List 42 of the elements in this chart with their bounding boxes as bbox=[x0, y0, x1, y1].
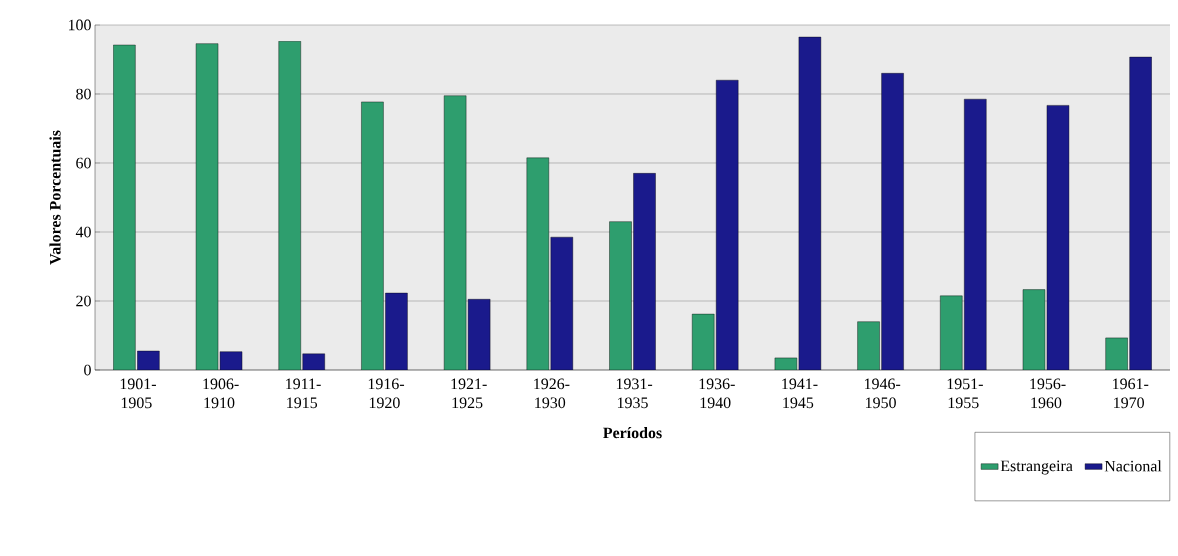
legend-label: Nacional bbox=[1104, 460, 1162, 472]
y-tick-label: 80 bbox=[76, 88, 91, 100]
y-axis-title: Valores Porcentuais bbox=[49, 130, 61, 265]
x-tick-label: 1936-1940 bbox=[699, 378, 735, 409]
x-tick-label: 1956-1960 bbox=[1030, 378, 1066, 409]
x-axis-title: Períodos bbox=[603, 427, 662, 439]
y-tick-label: 20 bbox=[76, 295, 91, 307]
x-tick-label: 1941-1945 bbox=[782, 378, 818, 409]
bar bbox=[385, 293, 408, 370]
bar bbox=[444, 95, 467, 370]
y-tick-label: 60 bbox=[76, 157, 91, 169]
bar bbox=[278, 41, 301, 370]
bar bbox=[940, 295, 963, 370]
bar bbox=[964, 99, 987, 370]
bar bbox=[1046, 105, 1069, 370]
bar bbox=[716, 80, 739, 370]
y-tick-label: 0 bbox=[84, 364, 91, 376]
bar bbox=[550, 237, 573, 370]
legend-label: Estrangeira bbox=[1000, 460, 1073, 475]
bar bbox=[798, 37, 821, 370]
bar bbox=[1129, 56, 1152, 370]
y-tick-label: 40 bbox=[75, 226, 91, 238]
bar bbox=[692, 314, 715, 370]
bar bbox=[857, 321, 880, 370]
bar bbox=[633, 173, 656, 370]
x-tick-label: 1906-1910 bbox=[203, 378, 239, 409]
bar bbox=[361, 101, 384, 370]
bar bbox=[881, 73, 904, 370]
bar bbox=[526, 157, 549, 370]
bar bbox=[196, 43, 219, 370]
x-tick-label: 1921-1925 bbox=[451, 378, 487, 409]
y-tick-label: 100 bbox=[68, 19, 91, 31]
x-tick-label: 1946-1950 bbox=[864, 378, 901, 409]
x-tick-label: 1911-1915 bbox=[286, 378, 321, 409]
x-tick-label: 1916-1920 bbox=[368, 378, 405, 409]
bar bbox=[113, 45, 136, 370]
x-tick-label: 1901-1905 bbox=[120, 378, 156, 409]
x-tick-label: 1951-1955 bbox=[947, 378, 983, 409]
bar bbox=[609, 221, 632, 370]
x-tick-label: 1926-1930 bbox=[534, 378, 570, 409]
x-tick-label: 1961-1970 bbox=[1113, 378, 1149, 409]
x-tick-label: 1931-1935 bbox=[616, 378, 653, 409]
